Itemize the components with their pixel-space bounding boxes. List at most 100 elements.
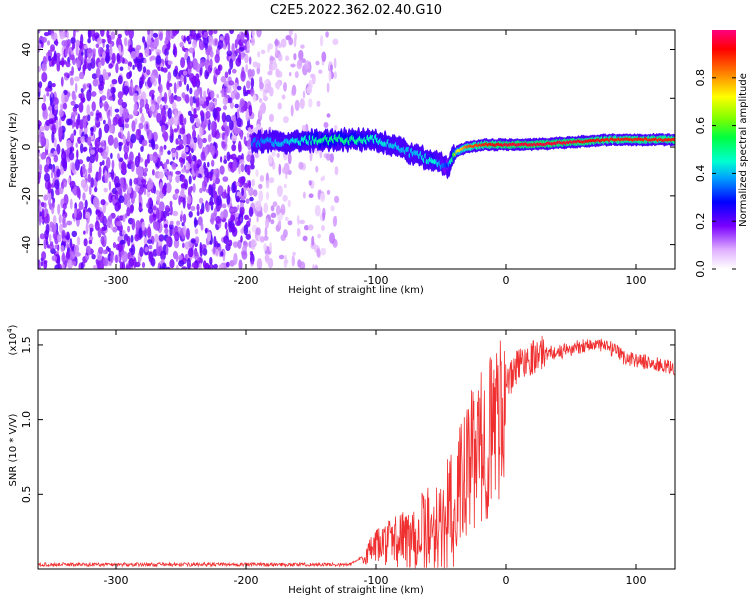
noise-speckle — [162, 67, 168, 73]
noise-speckle — [186, 257, 191, 269]
noise-speckle — [61, 40, 67, 47]
noise-speckle — [55, 38, 58, 47]
noise-speckle — [206, 71, 210, 77]
noise-speckle — [138, 227, 143, 239]
noise-speckle — [44, 87, 51, 92]
noise-speckle — [269, 113, 274, 123]
noise-speckle — [232, 68, 237, 74]
noise-speckle — [103, 101, 109, 112]
noise-speckle — [129, 205, 134, 214]
noise-speckle — [137, 165, 143, 178]
noise-speckle — [161, 115, 166, 123]
noise-speckle — [150, 30, 154, 38]
noise-speckle — [88, 160, 93, 173]
noise-speckle — [209, 256, 213, 265]
noise-speckle — [89, 145, 92, 150]
noise-speckle — [223, 159, 228, 165]
noise-speckle — [60, 103, 64, 111]
noise-speckle — [97, 209, 101, 218]
noise-speckle — [270, 212, 277, 219]
noise-speckle — [82, 192, 86, 201]
noise-speckle — [103, 224, 108, 231]
noise-speckle — [107, 173, 111, 179]
noise-speckle — [183, 117, 187, 125]
noise-speckle — [155, 102, 160, 111]
noise-speckle — [68, 151, 75, 161]
noise-speckle — [247, 164, 251, 176]
noise-speckle — [87, 30, 92, 39]
noise-speckle — [49, 243, 54, 250]
noise-speckle — [73, 129, 77, 136]
noise-speckle — [285, 216, 289, 222]
noise-speckle — [193, 137, 198, 143]
noise-speckle — [250, 88, 255, 97]
noise-speckle — [225, 261, 230, 268]
noise-speckle — [102, 68, 107, 80]
noise-speckle — [255, 200, 262, 212]
noise-speckle — [191, 30, 196, 38]
noise-speckle — [108, 72, 111, 77]
noise-speckle — [154, 143, 159, 150]
noise-speckle — [193, 217, 197, 228]
colorbar-tick-label: 0.6 — [694, 117, 707, 135]
noise-speckle — [243, 240, 247, 246]
noise-speckle — [79, 71, 85, 80]
noise-speckle — [208, 102, 212, 111]
noise-speckle — [265, 180, 270, 189]
noise-speckle — [207, 161, 210, 168]
noise-speckle — [191, 106, 194, 112]
noise-speckle — [161, 124, 166, 133]
noise-speckle — [245, 198, 250, 204]
noise-speckle — [115, 254, 118, 264]
noise-speckle — [180, 175, 186, 183]
noise-speckle — [201, 244, 207, 250]
noise-speckle — [48, 118, 54, 125]
noise-speckle — [80, 143, 84, 154]
noise-speckle — [50, 98, 53, 107]
noise-speckle — [52, 215, 57, 225]
noise-speckle — [43, 94, 47, 103]
noise-speckle — [257, 211, 263, 218]
noise-speckle — [88, 235, 94, 242]
x-tick-label: -300 — [104, 574, 129, 587]
noise-speckle — [229, 30, 234, 35]
noise-speckle — [223, 155, 227, 161]
noise-speckle — [38, 81, 43, 89]
noise-speckle — [92, 78, 99, 87]
noise-speckle — [178, 260, 185, 267]
noise-speckle — [185, 49, 189, 59]
noise-speckle — [213, 235, 217, 248]
noise-speckle — [89, 185, 92, 196]
noise-speckle — [144, 47, 150, 58]
noise-speckle — [138, 206, 142, 211]
noise-speckle — [230, 214, 236, 222]
noise-speckle — [299, 219, 306, 225]
x-tick-label: 100 — [626, 274, 647, 287]
noise-speckle — [82, 64, 86, 72]
noise-speckle — [246, 132, 250, 139]
noise-speckle — [246, 154, 252, 162]
noise-speckle — [147, 207, 154, 214]
noise-speckle — [187, 110, 192, 117]
noise-speckle — [329, 153, 335, 163]
noise-speckle — [107, 247, 111, 253]
noise-speckle — [144, 103, 150, 110]
snr-multiplier: (x104) — [6, 324, 19, 355]
noise-speckle — [142, 66, 147, 73]
noise-speckle — [248, 180, 252, 189]
noise-speckle — [237, 239, 242, 249]
noise-speckle — [243, 182, 249, 189]
noise-speckle — [214, 98, 217, 107]
noise-speckle — [236, 85, 242, 91]
noise-speckle — [306, 86, 313, 95]
noise-speckle — [155, 55, 162, 65]
noise-speckle — [176, 220, 181, 226]
noise-speckle — [174, 188, 180, 194]
y-tick-label: -20 — [20, 187, 33, 205]
noise-speckle — [330, 64, 333, 71]
noise-speckle — [181, 168, 186, 173]
noise-speckle — [235, 48, 241, 54]
noise-speckle — [171, 153, 177, 157]
noise-speckle — [135, 128, 141, 141]
noise-speckle — [175, 96, 182, 102]
